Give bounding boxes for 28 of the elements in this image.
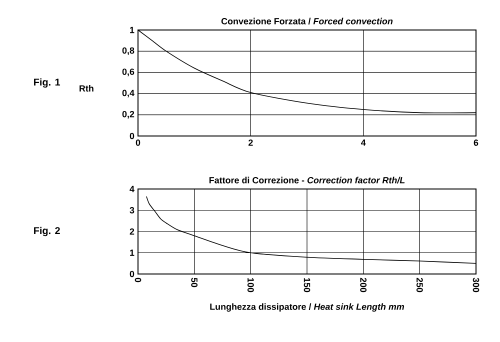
y-axis-title: Rth bbox=[80, 85, 94, 92]
y-tick-label: 3 bbox=[130, 207, 134, 214]
x-tick-label: 200 bbox=[360, 278, 367, 292]
x-tick-label: 300 bbox=[472, 278, 480, 292]
y-tick-label: 0,8 bbox=[122, 47, 134, 56]
y-tick-label: 2 bbox=[130, 228, 134, 235]
y-tick-label: 1 bbox=[130, 250, 134, 256]
y-tick-label: 0 bbox=[130, 270, 134, 278]
y-tick-label: 0 bbox=[130, 132, 134, 140]
x-axis-title: Lunghezza dissipatore / Heat sink Length mm bbox=[210, 303, 404, 312]
x-tick-label: 4 bbox=[360, 140, 366, 146]
caption: Fig. 1 bbox=[34, 78, 60, 88]
x-tick-label: 100 bbox=[247, 278, 254, 292]
y-tick-label: 1 bbox=[130, 26, 134, 34]
y-tick-label: 0,4 bbox=[122, 90, 134, 98]
x-tick-label: 150 bbox=[304, 278, 310, 292]
y-tick-label: 4 bbox=[130, 186, 134, 192]
chart-title: Fattore di Correzione - Correction factor Rth/L bbox=[209, 176, 405, 184]
caption: Fig. 2 bbox=[34, 226, 60, 236]
chart-title: Convezione Forzata / Forced convection bbox=[221, 18, 393, 24]
x-tick-label: 6 bbox=[474, 140, 478, 146]
x-tick-label: 0 bbox=[134, 278, 142, 282]
x-tick-label: 2 bbox=[248, 140, 253, 146]
y-tick-label: 0,6 bbox=[122, 68, 134, 76]
x-tick-label: 50 bbox=[191, 278, 198, 288]
x-tick-label: 250 bbox=[416, 278, 423, 292]
x-tick-label: 0 bbox=[136, 140, 140, 146]
y-tick-label: 0,2 bbox=[122, 110, 134, 119]
